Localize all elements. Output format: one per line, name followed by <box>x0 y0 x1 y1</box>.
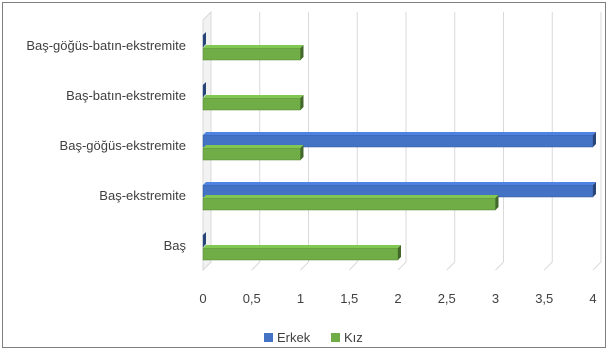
bar-top <box>203 195 499 198</box>
legend-label-kiz: Kız <box>344 330 363 345</box>
gridline-floor <box>592 261 602 271</box>
bar-end <box>203 32 206 47</box>
bar-top <box>203 182 596 185</box>
legend-swatch-erkek <box>264 333 273 342</box>
bar-end <box>300 145 304 160</box>
gridline-floor <box>300 261 309 271</box>
bar-erkek <box>202 232 206 248</box>
bar-end <box>300 95 304 110</box>
gridline-floor <box>543 261 553 271</box>
bar-end <box>398 245 401 260</box>
x-tick-label: 0 <box>199 291 206 306</box>
bar-top <box>203 245 401 248</box>
legend: Erkek Kız <box>264 330 363 345</box>
bar-front <box>202 47 301 61</box>
bar-erkek <box>202 32 206 48</box>
bar-front <box>202 197 496 211</box>
bar-k-z <box>202 145 304 161</box>
gridline-floor <box>446 261 456 271</box>
axis-labels: 0 0,5 1 1,5 2 2,5 3 3,5 4 Baş Baş-ekstremite Baş-gö… <box>26 38 596 306</box>
bar-front <box>202 97 301 111</box>
chart-area <box>2 2 606 348</box>
x-tick-label: 2,5 <box>438 291 456 306</box>
legend-swatch-kiz <box>331 333 340 342</box>
x-tick-label: 4 <box>589 291 596 306</box>
gridline-floor <box>348 261 358 271</box>
x-tick-label: 3 <box>492 291 499 306</box>
gridline-floor <box>202 261 212 271</box>
bar-erkek <box>202 82 206 98</box>
x-tick-label: 1,5 <box>340 291 358 306</box>
y-category-label: Baş <box>164 238 187 253</box>
bar-end <box>495 195 499 210</box>
gridline-floor <box>251 261 261 271</box>
x-tick-label: 2 <box>394 291 401 306</box>
bar-end <box>593 132 596 147</box>
y-category-label: Baş-ekstremite <box>99 188 186 203</box>
y-category-label: Baş-batın-ekstremite <box>66 88 186 103</box>
bar-end <box>300 45 304 60</box>
bar-front <box>202 147 301 161</box>
bar-front <box>202 247 399 261</box>
bar-erkek <box>202 132 596 148</box>
bar-end <box>203 232 206 247</box>
bar-erkek <box>202 182 596 198</box>
legend-label-erkek: Erkek <box>277 330 311 345</box>
gridline-floor <box>495 261 504 271</box>
y-category-label: Baş-göğüs-ekstremite <box>60 138 186 153</box>
x-tick-label: 1 <box>297 291 304 306</box>
bar-top <box>203 95 304 98</box>
bar-top <box>203 132 596 135</box>
bars <box>202 32 596 261</box>
bar-end <box>203 82 206 97</box>
bar-top <box>203 145 304 148</box>
y-category-label: Baş-göğüs-batın-ekstremite <box>26 38 186 53</box>
x-tick-label: 0,5 <box>243 291 261 306</box>
bar-k-z <box>202 195 499 211</box>
bar-end <box>593 182 596 197</box>
x-tick-label: 3,5 <box>535 291 553 306</box>
bar-k-z <box>202 245 401 261</box>
gridline-floor <box>397 261 407 271</box>
bar-k-z <box>202 45 304 61</box>
bar-top <box>203 45 304 48</box>
bar-k-z <box>202 95 304 111</box>
